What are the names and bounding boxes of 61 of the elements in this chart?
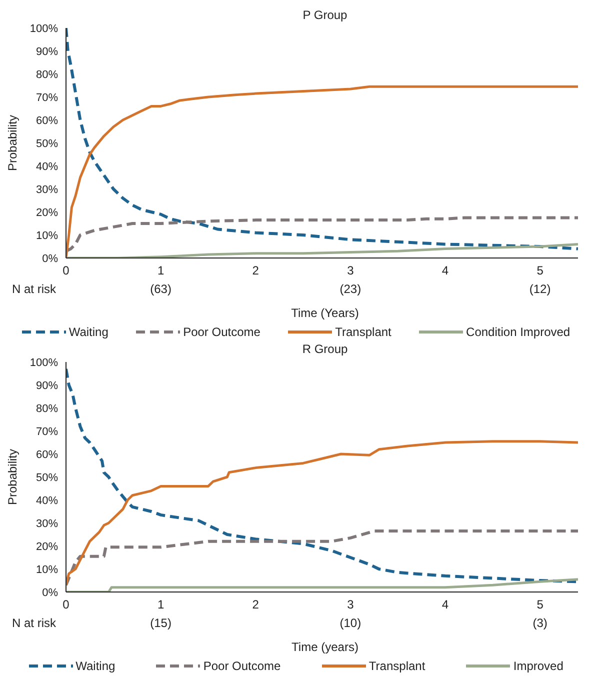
- x-tick-label: 1: [157, 598, 164, 612]
- y-tick-label: 80%: [36, 68, 58, 81]
- legend-label: Waiting: [68, 325, 108, 339]
- y-tick-label: 30%: [36, 184, 58, 196]
- text: (23): [340, 282, 362, 296]
- y-tick-label: 100%: [30, 356, 58, 369]
- y-tick-label: 50%: [36, 138, 58, 150]
- y-tick-label: 50%: [36, 472, 58, 484]
- text: (12): [529, 282, 551, 296]
- y-tick-label: 10%: [36, 230, 58, 242]
- y-tick-label: 90%: [36, 380, 58, 392]
- text: (3): [532, 616, 548, 630]
- line-series: [66, 367, 578, 584]
- x-axis-title: Time (years): [290, 639, 360, 656]
- x-tick-label: 3: [347, 598, 354, 612]
- y-tick-label: 20%: [36, 206, 58, 219]
- legend-label: Condition Improved: [466, 325, 570, 339]
- x-tick-label: 0: [62, 598, 70, 612]
- x-tick-label: 4: [442, 598, 449, 612]
- x-tick-label: 3: [347, 264, 354, 278]
- y-tick-label: 0%: [42, 586, 58, 599]
- y-tick-label: 10%: [36, 564, 58, 576]
- line-series: [66, 530, 578, 587]
- line-series: [66, 28, 578, 250]
- legend-label: Waiting: [76, 659, 116, 673]
- text: (63): [150, 282, 172, 296]
- legend-label: Transplant: [335, 325, 392, 339]
- y-tick-label: 40%: [36, 494, 58, 507]
- y-tick-label: 80%: [36, 402, 58, 415]
- x-tick-label: 2: [252, 598, 260, 612]
- y-tick-label: 70%: [36, 92, 58, 104]
- y-axis-title: Probability: [5, 114, 20, 172]
- text: N at risk: [12, 616, 56, 630]
- legend-label: Poor Outcome: [183, 325, 260, 339]
- text: (10): [340, 616, 362, 630]
- legend-label: Improved: [513, 659, 564, 673]
- legend-label: Transplant: [368, 659, 426, 673]
- text: (15): [150, 616, 172, 630]
- y-tick-label: 60%: [36, 114, 58, 127]
- text: N at risk: [12, 282, 56, 296]
- y-tick-label: 30%: [36, 518, 58, 530]
- y-tick-label: 70%: [36, 426, 58, 438]
- y-tick-label: 60%: [36, 448, 58, 461]
- x-tick-label: 5: [536, 598, 544, 612]
- y-tick-label: 20%: [36, 540, 58, 553]
- y-tick-label: 90%: [36, 46, 58, 58]
- y-tick-label: 40%: [36, 160, 58, 173]
- x-tick-label: 4: [442, 264, 449, 278]
- y-tick-label: 100%: [30, 22, 58, 35]
- y-axis-title: Probability: [5, 448, 20, 506]
- chart-title: P Group: [302, 8, 348, 22]
- y-tick-label: 0%: [42, 252, 58, 265]
- x-tick-label: 5: [536, 264, 544, 278]
- x-tick-label: 2: [252, 264, 260, 278]
- x-tick-label: 0: [62, 264, 70, 278]
- x-tick-label: 1: [157, 264, 164, 278]
- legend-label: Poor Outcome: [203, 659, 281, 673]
- line-series: [66, 440, 578, 586]
- line-series: [66, 216, 578, 253]
- x-axis-title: Time (Years): [290, 305, 360, 322]
- chart-title: R Group: [301, 342, 349, 356]
